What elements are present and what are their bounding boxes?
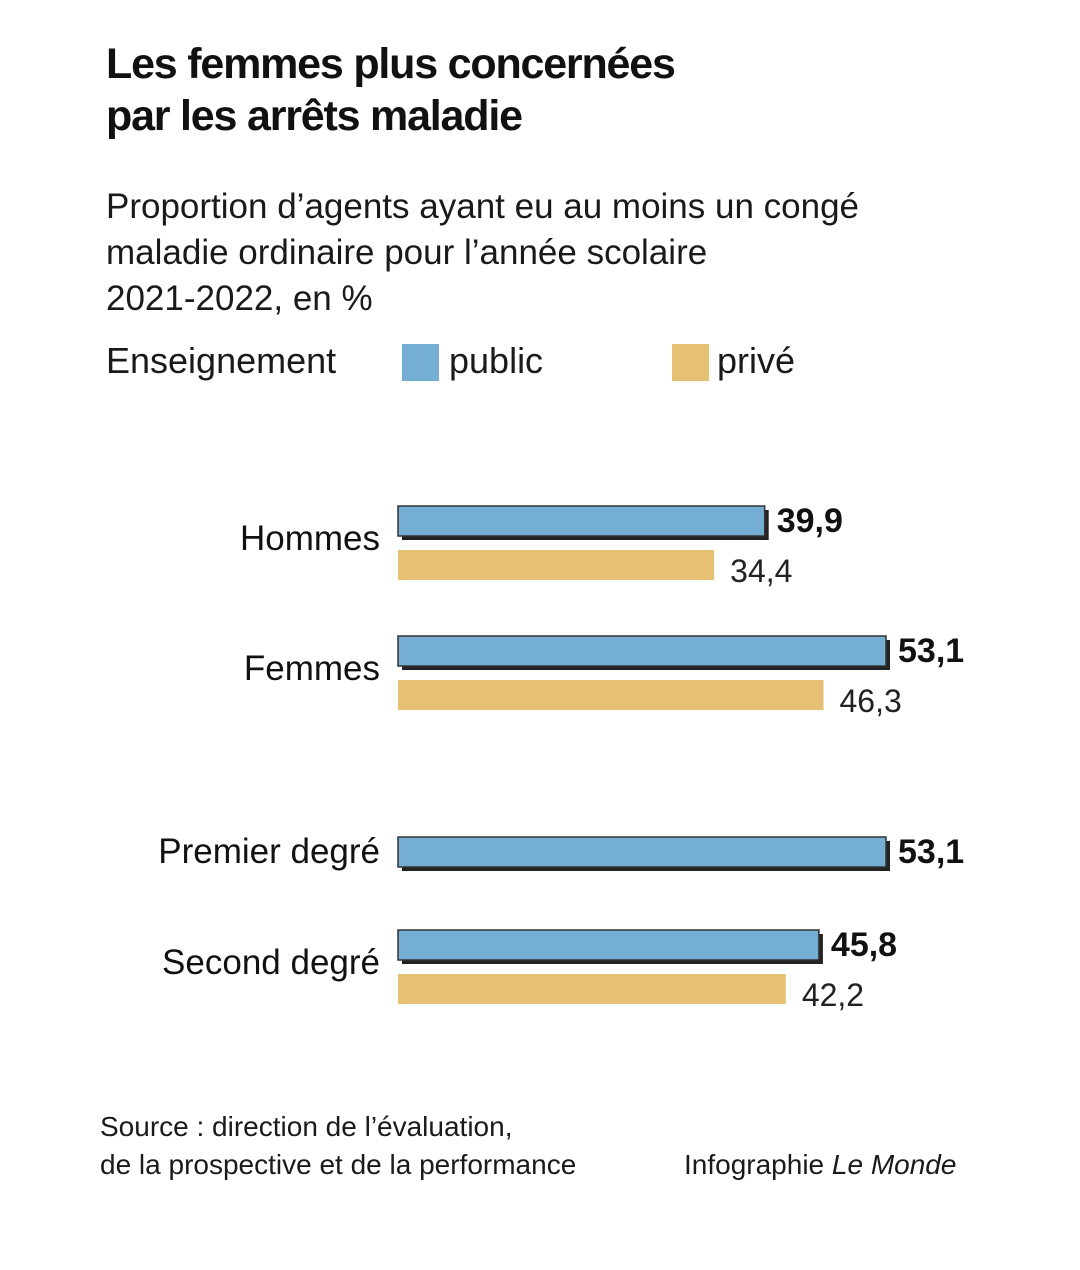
chart-subtitle-line-1: Proportion d’agents ayant eu au moins un… (106, 187, 860, 226)
chart-subtitle-line-2: maladie ordinaire pour l’année scolaire (106, 233, 708, 272)
legend-swatch-public (402, 344, 439, 381)
bar-prive (398, 974, 786, 1004)
legend-label-prive: privé (717, 340, 796, 381)
source-line-1: Source : direction de l’évaluation, (100, 1111, 513, 1142)
chart-subtitle: Proportion d’agents ayant eu au moins un… (106, 184, 1006, 322)
bar-prive (398, 680, 824, 710)
value-label-public: 53,1 (898, 833, 964, 871)
chart-subtitle-line-3: 2021-2022, en % (106, 279, 373, 318)
bar-public (397, 505, 766, 537)
value-label-prive: 46,3 (840, 683, 902, 719)
bar-public (397, 635, 887, 667)
legend-swatch-prive (672, 344, 709, 381)
bar-public (397, 929, 820, 961)
credit-brand: Le Monde (831, 1149, 957, 1180)
value-label-prive: 42,2 (802, 977, 864, 1013)
bar-chart: Hommes 39,9 34,4 Femmes 53,1 46,3 Premier degr… (158, 502, 964, 1013)
credit-prefix: Infographie (684, 1149, 825, 1180)
source-note: Source : direction de l’évaluation, de l… (100, 1108, 576, 1184)
chart-title-line-1: Les femmes plus concernées (106, 40, 676, 88)
value-label-public: 45,8 (831, 926, 897, 964)
bar-public (397, 836, 887, 868)
legend-label-public: public (449, 340, 544, 381)
category-label: Femmes (244, 649, 380, 688)
category-label: Premier degré (158, 832, 380, 871)
category-label: Second degré (162, 943, 380, 982)
legend-title: Enseignement (106, 340, 337, 381)
value-label-public: 39,9 (777, 502, 843, 540)
credit: Infographie Le Monde (684, 1146, 956, 1184)
category-label: Hommes (240, 519, 380, 558)
chart-title: Les femmes plus concernées par les arrêt… (106, 38, 1006, 142)
value-label-public: 53,1 (898, 632, 964, 670)
source-line-2: de la prospective et de la performance (100, 1149, 577, 1180)
chart-title-line-2: par les arrêts maladie (106, 92, 523, 140)
bar-prive (398, 550, 715, 580)
value-label-prive: 34,4 (730, 553, 792, 589)
